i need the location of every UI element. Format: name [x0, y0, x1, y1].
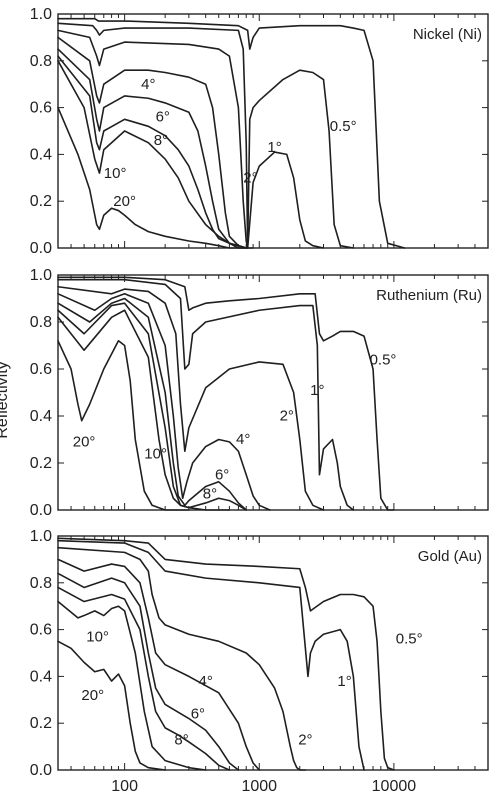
series-line-3 — [57, 546, 307, 771]
y-tick-label: 1.0 — [30, 267, 52, 284]
y-tick-label: 0.4 — [30, 668, 52, 685]
y-tick-label: 0.2 — [30, 193, 52, 210]
y-tick-label: 0.6 — [30, 100, 52, 117]
y-tick-label: 0.4 — [30, 408, 52, 425]
angle-label-7: 10° — [104, 165, 127, 182]
x-tick-label: 10000 — [372, 778, 417, 795]
x-tick-label: 100 — [111, 778, 138, 795]
y-tick-label: 0.8 — [30, 314, 52, 331]
y-tick-label: 0.2 — [30, 455, 52, 472]
series-line-5 — [57, 572, 240, 771]
x-tick-label: 1000 — [241, 778, 277, 795]
panel-title: Gold (Au) — [418, 548, 482, 565]
series-line-1 — [57, 17, 406, 249]
panel-frame — [57, 13, 489, 249]
panel-title: Nickel (Ni) — [413, 26, 482, 43]
angle-label-8: 20° — [81, 687, 104, 704]
angle-label-8: 20° — [73, 434, 96, 451]
y-tick-label: 1.0 — [30, 528, 52, 545]
y-tick-label: 0.6 — [30, 622, 52, 639]
panel-title: Ruthenium (Ru) — [376, 287, 482, 304]
chart-panel-1: 1.0 0.8 0.6 0.4 0.2 0.0 Nickel (Ni) 0.5° 1° 2° 4°6… — [30, 6, 489, 257]
series-line-3 — [57, 29, 325, 249]
series-line-5 — [57, 297, 248, 511]
panel-frame — [57, 274, 489, 511]
series-line-6 — [57, 586, 231, 771]
angle-label-7: 10° — [86, 628, 109, 645]
angle-label-7: 10° — [144, 445, 167, 462]
y-tick-label: 0.0 — [30, 502, 52, 519]
angle-label-3: 2° — [298, 731, 312, 748]
y-tick-label: 0.8 — [30, 53, 52, 70]
series-line-7 — [57, 309, 231, 511]
y-tick-label: 1.0 — [30, 6, 52, 23]
series-line-4 — [57, 36, 254, 249]
y-axis-label: Reflectivity — [0, 361, 11, 438]
angle-label-3: 2° — [280, 408, 294, 425]
angle-label-6: 8° — [154, 132, 168, 149]
angle-label-1: 0.5° — [396, 631, 423, 648]
shared-x-axis: 100 1000 10000 — [111, 778, 416, 795]
series-line-8 — [57, 339, 190, 511]
y-tick-label: 0.4 — [30, 146, 52, 163]
series-line-2 — [57, 22, 355, 249]
y-tick-label: 0.0 — [30, 762, 52, 779]
angle-label-4: 4° — [199, 673, 213, 690]
series-line-6 — [57, 302, 248, 511]
angle-label-5: 6° — [215, 466, 229, 483]
angle-label-8: 20° — [113, 193, 136, 210]
series-line-5 — [57, 48, 248, 249]
angle-label-1: 0.5° — [370, 351, 397, 368]
angle-label-5: 6° — [191, 706, 205, 723]
series-line-7 — [57, 59, 248, 249]
series-line-3 — [57, 285, 325, 511]
series-line-4 — [57, 558, 261, 771]
chart-panel-2: 1.0 0.8 0.6 0.4 0.2 0.0 Ruthenium (Ru) 0.5° 1° 2°… — [30, 267, 489, 519]
series-line-2 — [57, 278, 355, 511]
angle-label-1: 0.5° — [330, 118, 357, 135]
series-line-1 — [57, 276, 395, 511]
series-line-2 — [57, 539, 365, 771]
angle-label-4: 4° — [141, 76, 155, 93]
angle-label-3: 2° — [243, 169, 257, 186]
series-line-6 — [57, 55, 248, 249]
y-tick-label: 0.6 — [30, 361, 52, 378]
angle-label-2: 1° — [267, 139, 281, 156]
angle-label-6: 8° — [174, 731, 188, 748]
y-tick-label: 0.2 — [30, 715, 52, 732]
y-tick-label: 0.0 — [30, 240, 52, 257]
angle-label-6: 8° — [203, 485, 217, 502]
y-tick-label: 0.8 — [30, 575, 52, 592]
angle-label-4: 4° — [236, 431, 250, 448]
panel-frame — [57, 535, 489, 771]
series-line-8 — [57, 640, 166, 771]
angle-label-5: 6° — [156, 109, 170, 126]
series-line-7 — [57, 600, 207, 771]
series-line-4 — [57, 292, 271, 511]
series-line-8 — [57, 106, 248, 249]
chart-panel-3: 1.0 0.8 0.6 0.4 0.2 0.0 Gold (Au) 0.5° 1° 2° 4° 6°8… — [30, 528, 489, 779]
angle-label-2: 1° — [310, 382, 324, 399]
angle-label-2: 1° — [337, 673, 351, 690]
series-line-1 — [57, 537, 395, 771]
